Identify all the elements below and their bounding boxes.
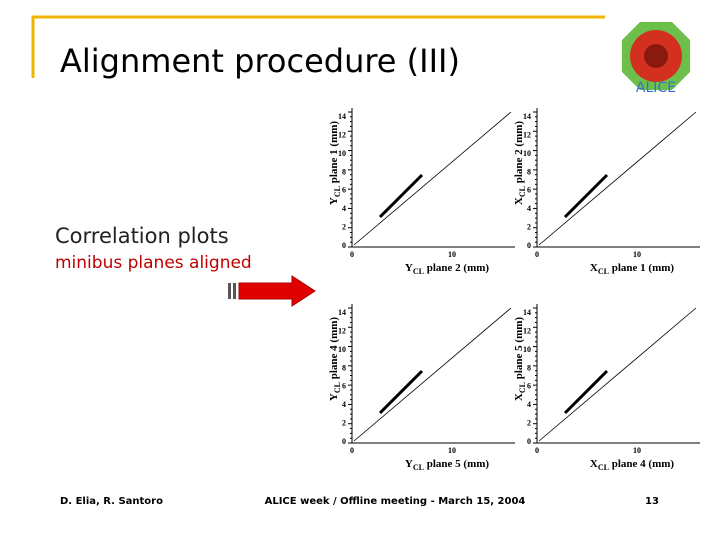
- heading: Correlation plots: [55, 224, 229, 248]
- diagonal: [353, 111, 512, 246]
- y-tick-label: 4: [342, 204, 346, 213]
- y-tick-label: 8: [527, 167, 531, 176]
- label-var: Y: [405, 262, 413, 274]
- label-text: plane 1 (mm): [609, 262, 674, 274]
- x-axis-label: YCL plane 5 (mm): [405, 458, 489, 472]
- label-sub: CL: [598, 267, 609, 276]
- x-tick-label: 10: [633, 446, 641, 455]
- label-sub: CL: [518, 186, 527, 197]
- y-tick-label: 8: [342, 363, 346, 372]
- y-tick-label: 6: [342, 382, 346, 391]
- label-text: plane 5 (mm): [424, 458, 489, 470]
- label-sub: CL: [598, 463, 609, 472]
- x-tick-label: 10: [633, 250, 641, 259]
- x-axis-label: XCL plane 1 (mm): [590, 262, 674, 276]
- x-axis-label: YCL plane 2 (mm): [405, 262, 489, 276]
- diagonal: [538, 307, 697, 442]
- subheading: minibus planes aligned: [55, 253, 252, 273]
- y-tick-label: 10: [338, 345, 346, 354]
- x-tick-label: 0: [350, 250, 354, 259]
- y-tick-label: 0: [527, 437, 531, 446]
- y-axis-label: YCL plane 4 (mm): [328, 317, 342, 401]
- y-tick-label: 4: [527, 400, 531, 409]
- footer-event: ALICE week / Offline meeting - March 15,…: [265, 496, 526, 507]
- diagonal: [353, 307, 512, 442]
- y-tick-label: 6: [527, 382, 531, 391]
- label-text: plane 2 (mm): [513, 121, 525, 186]
- y-tick-label: 10: [523, 149, 531, 158]
- label-text: plane 4 (mm): [609, 458, 674, 470]
- label-sub: CL: [333, 186, 342, 197]
- y-tick-label: 0: [342, 241, 346, 250]
- y-tick-label: 14: [523, 308, 531, 317]
- label-var: X: [590, 262, 598, 274]
- y-axis-label: XCL plane 2 (mm): [513, 121, 527, 205]
- y-tick-label: 12: [523, 130, 531, 139]
- title-frame: [31, 15, 605, 78]
- dense-segment: [563, 369, 609, 415]
- label-sub: CL: [413, 463, 424, 472]
- y-tick-label: 12: [523, 326, 531, 335]
- x-tick-label: 10: [448, 250, 456, 259]
- svg-text:ALICE: ALICE: [636, 80, 676, 96]
- y-tick-label: 2: [527, 419, 531, 428]
- label-text: plane 2 (mm): [424, 262, 489, 274]
- y-tick-label: 0: [527, 241, 531, 250]
- label-var: X: [590, 458, 598, 470]
- y-tick-label: 4: [342, 400, 346, 409]
- y-tick-label: 14: [338, 308, 346, 317]
- label-var: Y: [405, 458, 413, 470]
- footer-page: 13: [645, 496, 659, 507]
- slide-title: Alignment procedure (III): [60, 42, 460, 80]
- y-tick-label: 10: [523, 345, 531, 354]
- y-tick-label: 12: [338, 130, 346, 139]
- label-sub: CL: [413, 267, 424, 276]
- label-text: plane 4 (mm): [328, 317, 340, 382]
- dense-segment: [563, 173, 609, 219]
- y-tick-label: 6: [342, 186, 346, 195]
- y-tick-label: 12: [338, 326, 346, 335]
- label-text: plane 5 (mm): [513, 317, 525, 382]
- footer-authors: D. Elia, R. Santoro: [60, 496, 163, 507]
- y-tick-label: 14: [523, 112, 531, 121]
- red-arrow: [228, 275, 316, 307]
- y-tick-label: 2: [527, 223, 531, 232]
- y-tick-label: 0: [342, 437, 346, 446]
- y-tick-label: 2: [342, 223, 346, 232]
- y-tick-label: 4: [527, 204, 531, 213]
- label-var: X: [513, 197, 525, 205]
- label-text: plane 1 (mm): [328, 121, 340, 186]
- alice-logo: ALICE: [622, 22, 690, 96]
- x-tick-label: 0: [535, 446, 539, 455]
- dense-segment: [378, 369, 424, 415]
- x-axis-label: XCL plane 4 (mm): [590, 458, 674, 472]
- y-axis-label: XCL plane 5 (mm): [513, 317, 527, 401]
- x-tick-label: 10: [448, 446, 456, 455]
- diagonal: [538, 111, 697, 246]
- y-tick-label: 10: [338, 149, 346, 158]
- label-sub: CL: [518, 382, 527, 393]
- x-tick-label: 0: [350, 446, 354, 455]
- y-tick-label: 8: [342, 167, 346, 176]
- y-tick-label: 6: [527, 186, 531, 195]
- y-tick-label: 14: [338, 112, 346, 121]
- dense-segment: [378, 173, 424, 219]
- x-tick-label: 0: [535, 250, 539, 259]
- label-var: Y: [328, 393, 340, 401]
- label-var: X: [513, 393, 525, 401]
- y-axis-label: YCL plane 1 (mm): [328, 121, 342, 205]
- label-sub: CL: [333, 382, 342, 393]
- y-tick-label: 8: [527, 363, 531, 372]
- y-tick-label: 2: [342, 419, 346, 428]
- label-var: Y: [328, 197, 340, 205]
